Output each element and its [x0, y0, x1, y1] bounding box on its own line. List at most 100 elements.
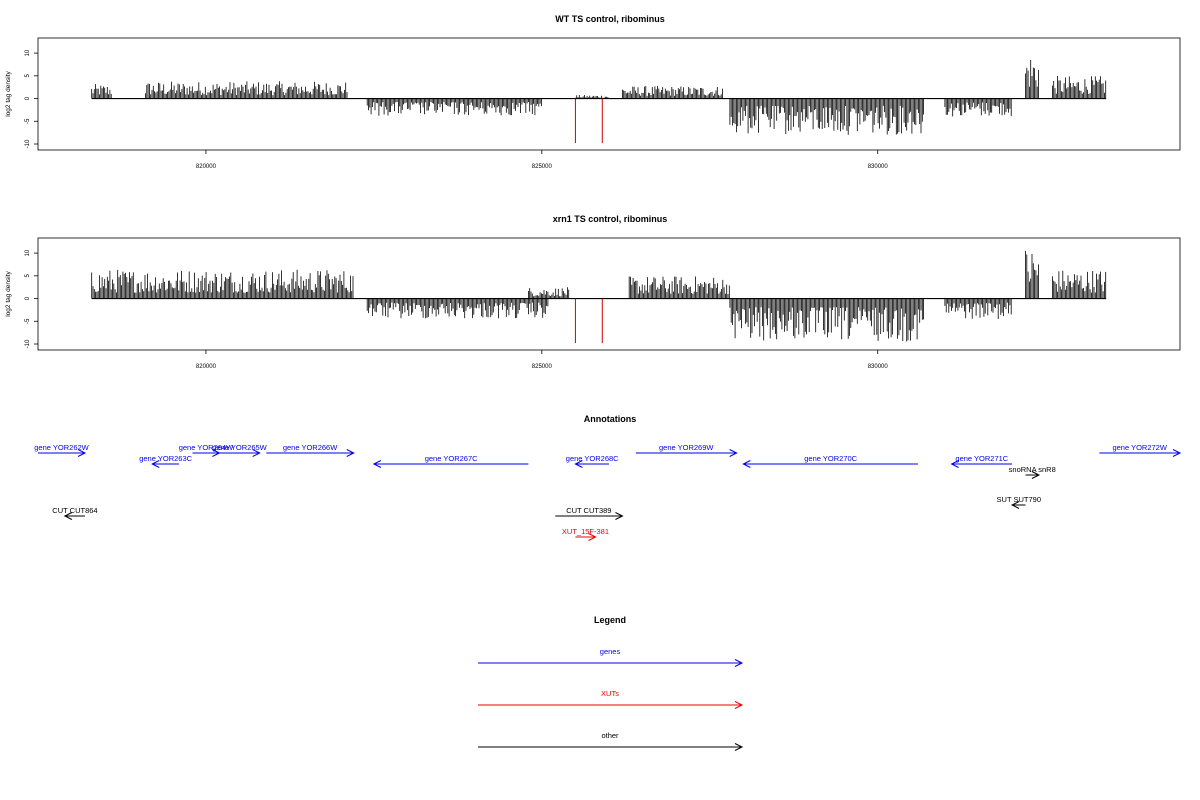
annotation-label: gene YOR264W	[179, 443, 234, 452]
annotation-gene-7: gene YOR269W	[635, 443, 738, 457]
annotation-label: gene YOR272W	[1112, 443, 1167, 452]
annotation-arrow-head	[151, 460, 160, 468]
annotation-gene-9: gene YOR271C	[950, 454, 1013, 468]
xrn1-y-tick-label-3: 5	[25, 273, 31, 277]
xrn1-signal-segment-plus-4	[1052, 270, 1107, 299]
annotation-other-11: snoRNA snR8	[1009, 465, 1056, 479]
legend-item-xuts: XUTs	[478, 689, 744, 709]
annotation-label: gene YOR269W	[659, 443, 714, 452]
annotation-gene-0: gene YOR262W	[34, 443, 90, 457]
annotation-arrow-head	[615, 512, 624, 520]
legend-item-other: other	[478, 731, 744, 751]
xrn1-signal-segment-minus-1	[729, 298, 924, 342]
wt-y-tick-label-2: 0	[25, 96, 31, 100]
legend-title: Legend	[594, 615, 626, 625]
wt-x-tick-label-0: 820000	[196, 164, 217, 170]
annotation-arrow-head	[77, 449, 87, 457]
annotation-arrow-head	[63, 512, 73, 520]
annotation-arrow-head	[1172, 449, 1182, 457]
wt-signal-segment-minus-0	[366, 98, 542, 116]
xrn1-panel: xrn1 TS control, ribominus 820000 825000 8…	[5, 214, 1181, 370]
annotation-other-15: CUT CUT864	[52, 506, 98, 520]
legend-panel: Legend genes XUTs other	[478, 615, 744, 751]
annotation-label: gene YOR268C	[566, 454, 619, 463]
legend-items: genes XUTs other	[478, 647, 744, 751]
annotation-other-13: CUT CUT389	[555, 506, 624, 520]
legend-label: XUTs	[601, 689, 619, 698]
legend-label: genes	[600, 647, 621, 656]
annotation-gene-6: gene YOR268C	[566, 454, 619, 468]
wt-panel-title: WT TS control, ribominus	[555, 14, 665, 24]
xrn1-y-tick-label-1: -5	[25, 318, 31, 324]
annotation-gene-4: gene YOR266W	[266, 443, 355, 457]
annotation-arrow-head	[252, 449, 261, 457]
wt-y-tick-label-3: 5	[25, 73, 31, 77]
xrn1-plot-marks	[91, 250, 1107, 344]
annotation-arrow-head	[574, 460, 583, 468]
legend-arrow-head	[734, 659, 744, 667]
annotation-arrow-head	[1031, 471, 1041, 479]
xrn1-y-tick-label-0: -10	[25, 339, 31, 348]
wt-y-axis-label: log2 tag density	[5, 70, 12, 116]
annotation-arrow-head	[346, 449, 355, 457]
annotation-label: gene YOR267C	[425, 454, 478, 463]
xrn1-y-axis-label: log2 tag density	[5, 270, 12, 316]
annotation-label: gene YOR270C	[804, 454, 857, 463]
annotation-label: gene YOR265W	[212, 443, 267, 452]
annotation-arrow-head	[1010, 501, 1020, 509]
xrn1-signal-segment-plus-2	[628, 276, 730, 299]
annotation-gene-10: gene YOR272W	[1099, 443, 1182, 457]
annotation-gene-8: gene YOR270C	[742, 454, 919, 468]
annotation-arrow-head	[729, 449, 738, 457]
xrn1-plot-frame	[37, 237, 1181, 351]
wt-signal-segment-minus-2	[944, 98, 1012, 117]
wt-panel: WT TS control, ribominus 820000 825000 830…	[5, 14, 1181, 170]
wt-signal-segment-minus-1	[729, 98, 924, 135]
annotation-other-12: SUT SUT790	[997, 495, 1041, 509]
wt-y-tick-label-4: 10	[25, 49, 31, 56]
legend-arrow-head	[734, 743, 744, 751]
annotation-arrow-head	[372, 460, 382, 468]
wt-signal-segment-plus-2	[575, 95, 609, 99]
wt-signal-segment-plus-1	[145, 81, 348, 99]
annotation-label: CUT CUT389	[566, 506, 611, 515]
xrn1-signal-segment-minus-0	[366, 298, 549, 319]
wt-signal-segment-plus-4	[1025, 60, 1039, 99]
xrn1-signal-segment-minus-2	[944, 298, 1012, 319]
annotation-gene-5: gene YOR267C	[372, 454, 529, 468]
wt-signal-segment-plus-0	[91, 84, 112, 99]
xrn1-y-tick-label-2: 0	[25, 296, 31, 300]
xrn1-signal-segment-plus-3	[1025, 250, 1039, 299]
legend-item-genes: genes	[478, 647, 744, 667]
wt-signal-segment-plus-5	[1052, 76, 1107, 99]
xrn1-axes: 820000 825000 830000 -10 -5 0 5 10	[25, 249, 888, 370]
xrn1-x-tick-label-0: 820000	[196, 364, 217, 370]
xrn1-x-tick-label-2: 830000	[868, 364, 889, 370]
annotation-label: gene YOR263C	[139, 454, 192, 463]
wt-axes: 820000 825000 830000 -10 -5 0 5 10	[25, 49, 888, 170]
wt-signal-segment-plus-3	[622, 85, 723, 99]
legend-label: other	[601, 731, 619, 740]
annotation-gene-1: gene YOR263C	[139, 454, 193, 468]
annotation-gene-3: gene YOR265W	[212, 443, 268, 457]
xrn1-signal-segment-plus-0	[91, 269, 354, 299]
annotation-arrow-head	[742, 460, 751, 468]
annotation-label: XUT_15F-381	[562, 527, 609, 536]
annotation-label: gene YOR262W	[34, 443, 89, 452]
annotation-label: snoRNA snR8	[1009, 465, 1056, 474]
wt-x-tick-label-1: 825000	[532, 164, 553, 170]
annotation-label: CUT CUT864	[52, 506, 97, 515]
wt-plot-frame	[37, 37, 1181, 151]
wt-y-tick-label-1: -5	[25, 118, 31, 124]
annotations-panel: Annotations gene YOR262W gene YOR263C gene…	[34, 414, 1182, 541]
wt-y-tick-label-0: -10	[25, 139, 31, 148]
wt-x-tick-label-2: 830000	[868, 164, 889, 170]
xrn1-signal-segment-plus-1	[528, 287, 570, 299]
legend-arrow-head	[734, 701, 744, 709]
xrn1-x-tick-label-1: 825000	[532, 364, 553, 370]
xrn1-panel-title: xrn1 TS control, ribominus	[553, 214, 668, 224]
wt-plot-marks	[91, 60, 1107, 144]
annotation-arrow-head	[588, 533, 597, 541]
